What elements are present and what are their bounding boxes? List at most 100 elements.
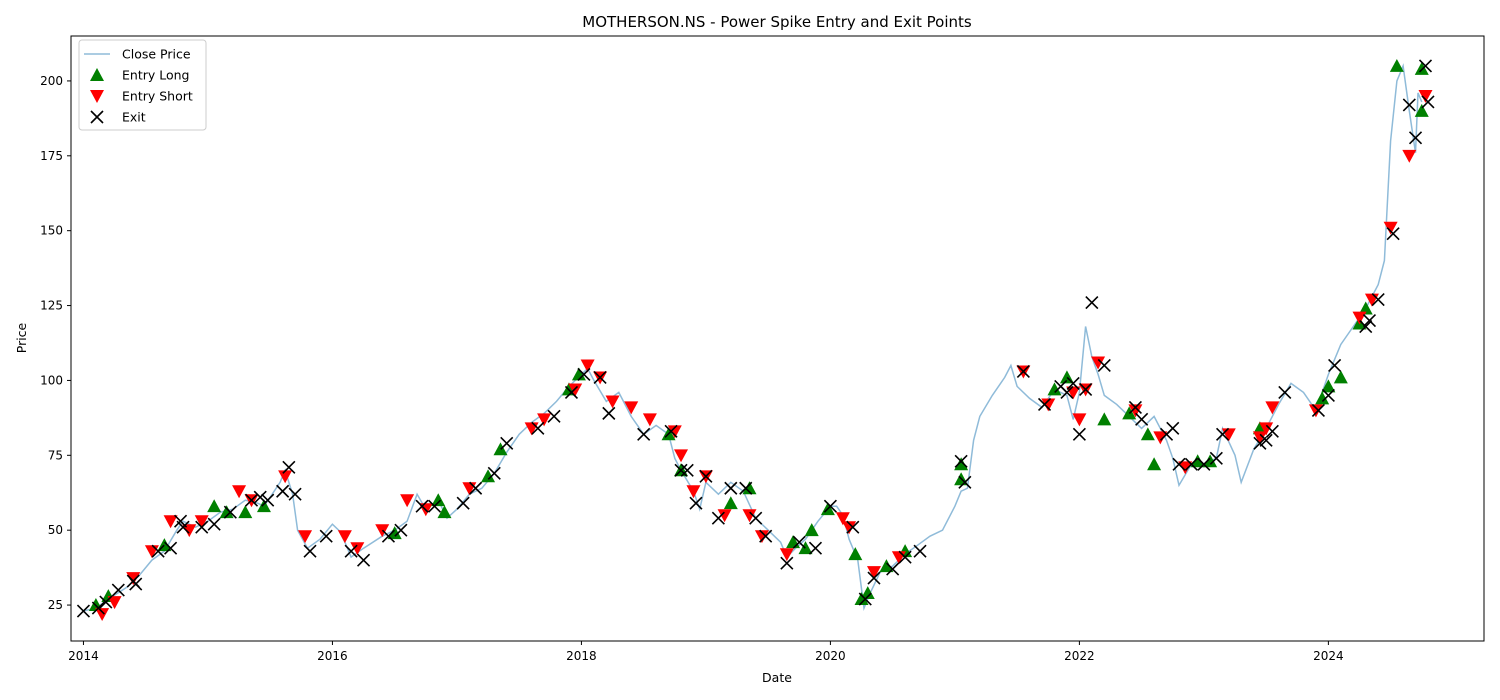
entry-long-marker [1190, 454, 1205, 468]
exit-marker [780, 556, 794, 570]
exit-marker [954, 454, 968, 468]
exit-marker [637, 427, 651, 441]
entry-short-marker [194, 515, 209, 529]
entry-long-marker [1252, 421, 1267, 435]
entry-long-marker [742, 481, 757, 495]
legend-handle-entry-short [90, 90, 104, 103]
exit-marker [1184, 457, 1199, 471]
exit-marker [76, 604, 91, 618]
exit-marker [1408, 131, 1423, 145]
exit-marker [602, 406, 616, 420]
legend-box [78, 39, 207, 131]
exit-marker [1386, 227, 1400, 241]
exit-marker [456, 496, 470, 510]
x-tick-label: 2018 [566, 649, 597, 663]
entry-short-marker [779, 548, 794, 562]
y-tick-label: 100 [40, 373, 63, 387]
entry-short-marker [337, 530, 352, 544]
exit-marker [1128, 400, 1142, 414]
exit-marker [1097, 358, 1111, 373]
entry-short-marker [1072, 413, 1087, 427]
chart-title: MOTHERSON.NS - Power Spike Entry and Exi… [582, 13, 972, 31]
entry-long-marker [848, 547, 863, 561]
entry-short-marker [1041, 398, 1056, 412]
exit-marker [858, 592, 872, 606]
entry-long-marker [954, 457, 969, 471]
entry-long-marker [1097, 412, 1112, 426]
exit-marker [261, 493, 275, 507]
entry-long-marker [207, 499, 222, 513]
y-tick-label: 75 [48, 448, 63, 462]
legend-label: Exit [122, 110, 146, 125]
entry-short-marker [126, 572, 141, 586]
exit-marker [282, 460, 296, 474]
exit-marker [111, 583, 125, 597]
exit-marker [427, 499, 442, 513]
entry-short-marker [1383, 221, 1398, 235]
entry-short-marker [1259, 422, 1274, 436]
exit-marker [195, 520, 209, 534]
exit-marker [1079, 382, 1093, 396]
x-tick-label: 2024 [1313, 649, 1344, 663]
entry-short-marker [1308, 404, 1323, 418]
entry-long-marker [804, 523, 819, 537]
x-axis-label: Date [762, 670, 792, 685]
entry-short-marker [163, 515, 178, 529]
exit-marker [303, 544, 317, 558]
exit-marker [593, 370, 607, 385]
entry-short-marker [1418, 89, 1433, 103]
exit-marker [129, 577, 143, 591]
exit-marker [564, 385, 579, 399]
exit-marker [223, 505, 237, 519]
exit-marker [1135, 412, 1149, 426]
exit-marker [1197, 457, 1211, 471]
entry-short-marker [568, 383, 583, 397]
x-tick-label: 2020 [815, 649, 846, 663]
entry-long-marker [723, 496, 738, 510]
entry-long-marker [571, 367, 586, 381]
exit-marker [1209, 451, 1223, 465]
entry-short-marker [1091, 356, 1106, 370]
entry-short-marker [400, 494, 415, 508]
exit-marker [867, 571, 881, 585]
entry-short-marker [674, 449, 689, 463]
exit-marker [1359, 319, 1373, 334]
exit-marker [1321, 388, 1335, 402]
entry-short-marker [1402, 149, 1417, 163]
exit-marker [711, 511, 725, 525]
y-tick-label: 25 [48, 598, 63, 612]
exit-marker [1328, 358, 1342, 373]
exit-marker [381, 529, 396, 543]
y-tick-label: 200 [40, 74, 63, 88]
entry-short-marker [1265, 401, 1280, 415]
plot-area: 2014 2016 2018 2020 2022 2024 25 50 75 100 125 150 1… [40, 35, 1485, 663]
exit-marker [1371, 292, 1385, 307]
entry-long-marker [437, 505, 452, 519]
exit-marker [739, 481, 753, 495]
exit-marker [1172, 457, 1186, 471]
exit-marker [207, 517, 221, 531]
entry-long-marker [1321, 379, 1336, 393]
entry-short-marker [95, 608, 110, 622]
entry-long-marker [256, 499, 271, 513]
exit-marker [547, 409, 561, 423]
x-tick-label: 2022 [1064, 649, 1095, 663]
exit-marker [1166, 421, 1180, 435]
exit-marker [1402, 98, 1416, 112]
entry-short-marker [298, 530, 313, 544]
legend-handle-exit [90, 110, 104, 124]
legend: Close Price Entry Long Entry Short Exit [78, 39, 207, 131]
entry-short-marker [642, 413, 657, 427]
exit-marker [749, 511, 763, 525]
exit-marker [91, 601, 105, 615]
entry-long-marker [481, 469, 496, 483]
legend-label: Entry Long [122, 68, 189, 83]
exit-marker [253, 490, 267, 504]
exit-marker [898, 550, 912, 564]
exit-marker [792, 535, 806, 549]
entry-short-marker [754, 530, 769, 544]
entry-long-marker [1047, 382, 1062, 396]
entry-short-marker [835, 512, 850, 526]
entry-long-marker [387, 526, 402, 540]
exit-marker [724, 481, 738, 495]
